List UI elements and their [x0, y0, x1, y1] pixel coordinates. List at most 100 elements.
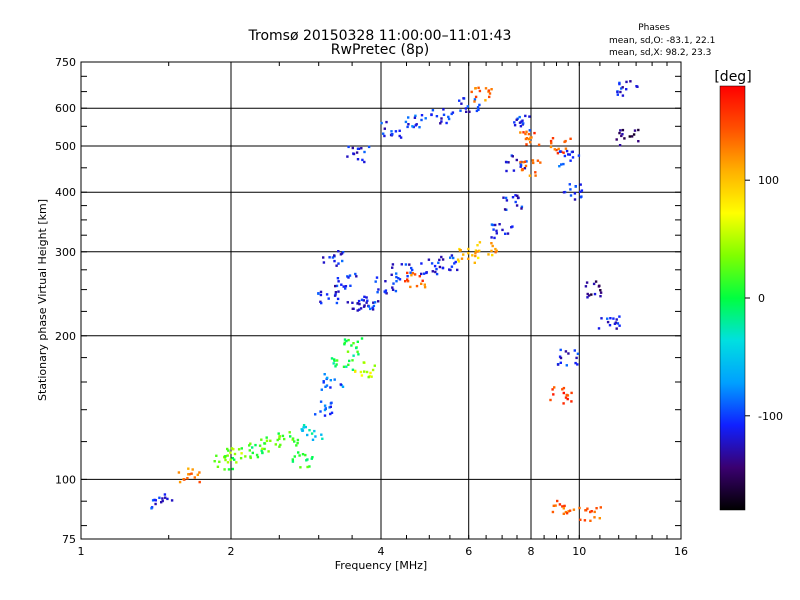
data-point — [391, 263, 395, 266]
data-point — [240, 447, 243, 450]
data-point — [637, 140, 640, 143]
data-point — [351, 146, 354, 150]
data-point — [551, 137, 555, 140]
data-point — [323, 414, 327, 417]
data-point — [213, 460, 216, 463]
data-point — [467, 252, 470, 255]
data-point — [333, 254, 336, 257]
colorbar-ticks: 100 0 -100 — [745, 174, 783, 423]
data-point — [454, 260, 457, 264]
data-point — [435, 272, 439, 276]
data-point — [406, 275, 409, 278]
data-point — [442, 113, 446, 116]
y-tick-label: 75 — [62, 533, 76, 546]
data-point — [377, 288, 380, 291]
data-point — [487, 89, 491, 92]
x-tick-label: 4 — [378, 545, 385, 558]
data-point — [334, 365, 337, 368]
data-point — [630, 135, 634, 138]
data-point — [304, 453, 307, 457]
data-point — [391, 286, 394, 289]
data-point — [261, 451, 264, 455]
data-point — [323, 373, 326, 376]
data-point — [355, 346, 358, 350]
data-point — [447, 115, 450, 119]
data-point — [549, 398, 552, 402]
data-point — [475, 109, 479, 113]
data-point — [560, 163, 563, 166]
data-point — [218, 460, 221, 463]
data-point — [357, 353, 360, 356]
data-point — [574, 361, 577, 365]
data-point — [576, 352, 580, 355]
data-point — [518, 115, 521, 119]
data-point — [558, 355, 562, 358]
data-point — [520, 205, 524, 208]
data-point — [572, 508, 576, 511]
data-point — [423, 283, 426, 286]
data-point — [478, 89, 482, 93]
data-point — [335, 359, 339, 362]
x-tick-label: 8 — [528, 545, 535, 558]
data-point — [279, 443, 282, 447]
colorbar: [deg] 100 0 -100 — [714, 69, 783, 511]
data-point — [363, 370, 366, 373]
data-point — [420, 262, 423, 265]
data-point — [621, 133, 624, 136]
data-point — [580, 195, 583, 198]
data-point — [227, 449, 230, 452]
y-tick-label: 100 — [55, 473, 76, 486]
chart-subtitle: RwPretec (8p) — [331, 42, 429, 58]
data-point — [515, 204, 519, 207]
data-point — [599, 295, 602, 298]
data-point — [606, 320, 610, 324]
data-point — [559, 356, 563, 360]
data-point — [293, 455, 296, 458]
data-point — [599, 506, 602, 509]
data-point — [504, 160, 508, 164]
data-point — [345, 365, 348, 368]
data-point — [600, 317, 603, 320]
data-point — [554, 504, 557, 507]
data-point — [568, 509, 572, 512]
data-point — [514, 200, 517, 204]
data-point — [550, 142, 553, 145]
data-point — [265, 436, 268, 439]
data-point — [198, 480, 201, 484]
data-point — [341, 385, 345, 388]
data-point — [565, 512, 569, 515]
data-point — [549, 145, 553, 149]
data-point — [614, 321, 618, 324]
data-point — [407, 116, 410, 119]
data-point — [383, 134, 386, 138]
data-point — [317, 292, 320, 295]
data-point — [474, 251, 477, 255]
data-point — [505, 169, 508, 173]
data-point — [511, 155, 514, 158]
data-point — [333, 259, 336, 263]
data-point — [573, 192, 577, 195]
data-point — [586, 507, 589, 510]
data-point — [450, 112, 453, 116]
data-point — [477, 256, 480, 260]
data-point — [348, 359, 351, 363]
data-point — [369, 307, 372, 311]
data-point — [573, 349, 576, 352]
data-point — [413, 116, 417, 119]
data-point — [375, 276, 379, 279]
data-point — [265, 439, 269, 442]
data-point — [337, 250, 340, 253]
data-point — [154, 499, 157, 502]
data-point — [349, 284, 352, 287]
data-point — [579, 518, 582, 521]
data-point — [377, 300, 380, 303]
data-point — [561, 388, 564, 391]
data-point — [478, 241, 482, 244]
data-point — [183, 478, 186, 481]
data-point — [299, 466, 302, 469]
data-point — [473, 261, 476, 264]
data-point — [459, 109, 462, 112]
data-point — [491, 223, 495, 227]
data-point — [618, 324, 621, 327]
data-point — [373, 364, 376, 367]
